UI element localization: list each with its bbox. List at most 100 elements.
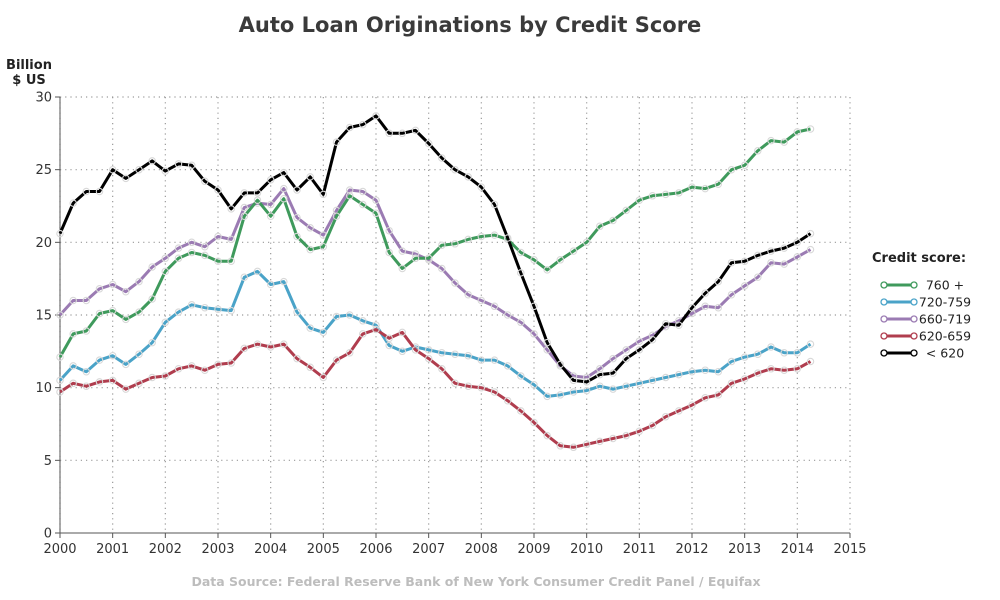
series-4 (56, 112, 815, 386)
data-point (372, 196, 380, 204)
data-point (556, 391, 565, 399)
data-point (385, 226, 393, 235)
data-point (174, 254, 183, 263)
data-point (411, 346, 420, 354)
data-point (635, 196, 644, 204)
data-point (596, 437, 604, 446)
data-point (214, 257, 222, 265)
data-point (517, 269, 525, 277)
data-point (108, 306, 117, 315)
data-point (780, 138, 788, 146)
data-point (135, 165, 143, 174)
x-tick-label-2: 2002 (149, 542, 182, 557)
data-point (530, 381, 538, 389)
data-point (464, 173, 472, 181)
data-point (503, 234, 512, 242)
data-point (214, 360, 222, 369)
data-point (108, 165, 117, 174)
data-point (82, 327, 91, 335)
legend: Credit score: 760 + 720-759 660-719 620-659… (872, 251, 971, 361)
data-point (793, 365, 802, 373)
data-point (161, 267, 170, 276)
data-point (174, 244, 183, 252)
data-point (609, 216, 617, 225)
data-point (293, 308, 301, 316)
data-point (477, 183, 486, 191)
data-point (148, 373, 156, 382)
data-point (464, 382, 472, 390)
data-source-note: Data Source: Federal Reserve Bank of New… (191, 574, 760, 589)
data-point (675, 321, 683, 329)
data-point (187, 238, 196, 247)
data-point (793, 253, 802, 261)
data-point (569, 247, 578, 255)
data-point (688, 367, 696, 376)
data-point (359, 120, 367, 129)
data-point (227, 205, 235, 213)
legend-title: Credit score: (872, 251, 966, 266)
data-point (675, 370, 683, 379)
data-point (740, 161, 749, 170)
data-point (345, 186, 354, 194)
data-point (398, 129, 407, 138)
data-point (793, 238, 802, 247)
data-point (767, 365, 775, 373)
legend-marker (910, 332, 918, 340)
data-point (503, 311, 512, 319)
data-point (135, 350, 143, 358)
data-point (253, 267, 262, 276)
data-point (714, 303, 723, 312)
data-point (767, 258, 775, 267)
data-point (359, 187, 367, 196)
data-point (582, 440, 591, 449)
data-point (688, 183, 696, 191)
data-point (319, 231, 328, 239)
data-point (148, 295, 156, 303)
data-point (187, 362, 196, 370)
data-point (806, 340, 815, 348)
data-point (69, 199, 77, 207)
data-point (108, 376, 117, 385)
data-point (609, 369, 617, 377)
data-point (530, 256, 538, 264)
data-point (69, 362, 77, 370)
data-point (622, 431, 630, 440)
data-point (345, 123, 354, 132)
y-tick-label-4: 20 (35, 236, 52, 251)
data-point (767, 247, 775, 255)
data-point (740, 353, 749, 361)
series-0 (56, 125, 815, 361)
data-point (806, 357, 815, 366)
data-point (161, 167, 170, 175)
data-point (806, 245, 815, 254)
x-tick-label-13: 2013 (728, 542, 761, 557)
data-point (227, 306, 235, 315)
data-point (451, 279, 459, 287)
data-point (543, 338, 551, 347)
data-point (332, 356, 341, 364)
data-point (609, 354, 617, 363)
data-point (596, 370, 604, 379)
data-point (754, 350, 762, 358)
y-tick-label-6: 30 (35, 91, 52, 106)
data-point (122, 287, 130, 296)
data-point (345, 192, 354, 200)
data-point (266, 200, 275, 209)
data-point (714, 367, 723, 376)
data-point (359, 317, 367, 325)
data-point (214, 305, 222, 313)
x-tick-label-3: 2003 (201, 542, 234, 557)
data-point (727, 379, 736, 388)
data-point (688, 303, 696, 312)
data-point (596, 365, 604, 373)
series-line-4 (58, 114, 812, 384)
data-point (174, 365, 183, 373)
data-point (635, 427, 644, 436)
data-point (582, 238, 591, 247)
data-point (490, 388, 499, 396)
data-point (727, 290, 736, 299)
data-point (293, 186, 301, 194)
series-line-1 (58, 269, 812, 398)
data-point (556, 442, 565, 450)
data-point (359, 200, 367, 209)
